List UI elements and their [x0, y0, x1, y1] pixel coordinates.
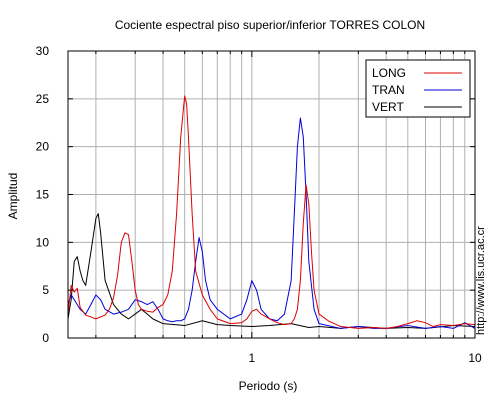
x-tick-label: 10 — [468, 351, 482, 365]
x-axis-label: Periodo (s) — [239, 379, 298, 393]
legend-label-vert: VERT — [372, 100, 404, 114]
legend-box — [365, 59, 471, 118]
series-line-vert — [68, 213, 475, 329]
source-url-text[interactable]: http://www.lis.ucr.ac.cr — [475, 226, 487, 335]
y-tick-label: 25 — [36, 92, 50, 106]
chart-title: Cociente espectral piso superior/inferio… — [115, 18, 425, 32]
plot-series — [68, 95, 475, 329]
y-tick-label: 15 — [36, 188, 50, 202]
x-tick-label: 1 — [249, 351, 256, 365]
y-tick-label: 10 — [36, 235, 50, 249]
series-line-tran — [68, 117, 475, 329]
tick-marks — [68, 50, 475, 339]
y-tick-label: 20 — [36, 140, 50, 154]
series-line-long — [68, 95, 475, 329]
legend: LONG TRAN VERT — [365, 59, 471, 118]
y-tick-labels: 0 5 10 15 20 25 30 — [36, 44, 50, 345]
y-tick-label: 30 — [36, 44, 50, 58]
legend-label-tran: TRAN — [372, 83, 405, 97]
legend-label-long: LONG — [372, 66, 406, 80]
y-axis-label: Amplitud — [6, 173, 20, 220]
plot-frame — [67, 50, 476, 339]
y-tick-label: 0 — [42, 331, 49, 345]
y-tick-label: 5 — [42, 283, 49, 297]
x-tick-labels: 1 10 — [249, 351, 482, 365]
